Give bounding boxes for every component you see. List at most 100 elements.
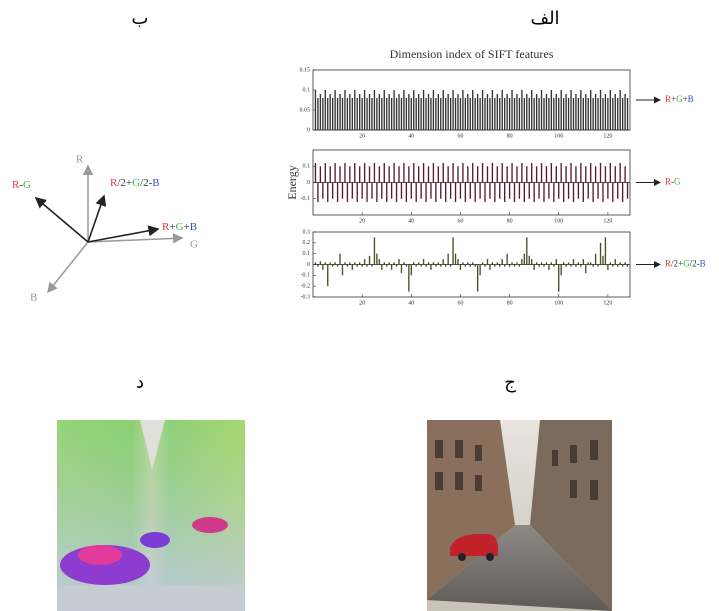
bar [337, 98, 338, 130]
bar [443, 163, 444, 183]
bar [536, 94, 537, 130]
bar [435, 183, 436, 203]
bar [371, 98, 372, 130]
bar [347, 98, 348, 130]
bar [524, 98, 525, 130]
bar [339, 166, 340, 182]
bar [413, 90, 414, 130]
bar [391, 265, 392, 270]
y-tick-label: 0 [307, 262, 310, 268]
bar [381, 183, 382, 199]
bar [484, 183, 485, 203]
bar [489, 265, 490, 270]
label-part: G [674, 177, 681, 187]
bar [551, 90, 552, 130]
bar [597, 98, 598, 130]
bar [588, 98, 589, 130]
bar [364, 163, 365, 183]
bar [389, 94, 390, 130]
bar [322, 265, 323, 270]
bar [602, 98, 603, 130]
bar [482, 163, 483, 183]
figure: الف ب ج د RGBR-GR/2+ [0, 0, 719, 611]
bar [416, 98, 417, 130]
bar [526, 94, 527, 130]
bar [565, 166, 566, 182]
bar [524, 254, 525, 265]
bar [352, 265, 353, 270]
bar [344, 90, 345, 130]
bar [384, 90, 385, 130]
bar [519, 98, 520, 130]
bar [364, 259, 365, 264]
bar [403, 90, 404, 130]
bar [361, 98, 362, 130]
bar [347, 183, 348, 203]
colored-label: R+G+B [665, 94, 694, 104]
bar [457, 94, 458, 130]
bar [494, 98, 495, 130]
bar [472, 163, 473, 183]
bar [418, 166, 419, 182]
bar [588, 183, 589, 199]
page: الف ب ج د RGBR-GR/2+ [0, 0, 719, 611]
y-tick-label: -0.2 [301, 284, 311, 290]
bar [551, 163, 552, 183]
bar [519, 183, 520, 199]
bar [487, 166, 488, 182]
bar [381, 98, 382, 130]
bar [361, 183, 362, 199]
bar [379, 259, 380, 264]
panel-label: ب [132, 8, 149, 29]
bar [546, 166, 547, 182]
bar [600, 163, 601, 183]
x-tick-label: 80 [507, 218, 513, 224]
bar [332, 98, 333, 130]
bar [379, 166, 380, 182]
bar [457, 259, 458, 264]
bar [563, 98, 564, 130]
bar [366, 183, 367, 203]
bar [492, 163, 493, 183]
bar [452, 90, 453, 130]
bar [487, 94, 488, 130]
bar [371, 183, 372, 199]
colored-label: R/2+G/2-B [110, 177, 160, 189]
bar [583, 98, 584, 130]
label-part: G [176, 221, 184, 233]
bar [509, 183, 510, 199]
bar [521, 259, 522, 264]
bar [619, 163, 620, 183]
bar [475, 98, 476, 130]
vector-arrow [88, 196, 104, 242]
bar [558, 183, 559, 199]
bar [497, 94, 498, 130]
bar [416, 183, 417, 203]
bar [322, 183, 323, 199]
bar [320, 94, 321, 130]
bar [447, 94, 448, 130]
y-tick-label: 0.2 [303, 240, 311, 246]
y-tick-label: 0.05 [300, 107, 311, 113]
bar [568, 183, 569, 199]
bar [597, 183, 598, 199]
x-tick-label: 100 [554, 218, 563, 224]
bar [494, 183, 495, 203]
bar [322, 98, 323, 130]
bar [492, 90, 493, 130]
bar [475, 183, 476, 203]
bar [556, 94, 557, 130]
x-tick-label: 100 [554, 133, 563, 139]
x-tick-label: 40 [408, 133, 414, 139]
colored-label: R/2+G/2-B [665, 259, 706, 269]
bar [573, 98, 574, 130]
bar [462, 163, 463, 183]
bar [541, 163, 542, 183]
bar [529, 183, 530, 199]
bar [561, 163, 562, 183]
bar [315, 163, 316, 183]
bar [376, 183, 377, 203]
bar [578, 98, 579, 130]
vector-arrow [36, 198, 88, 242]
bar [428, 166, 429, 182]
